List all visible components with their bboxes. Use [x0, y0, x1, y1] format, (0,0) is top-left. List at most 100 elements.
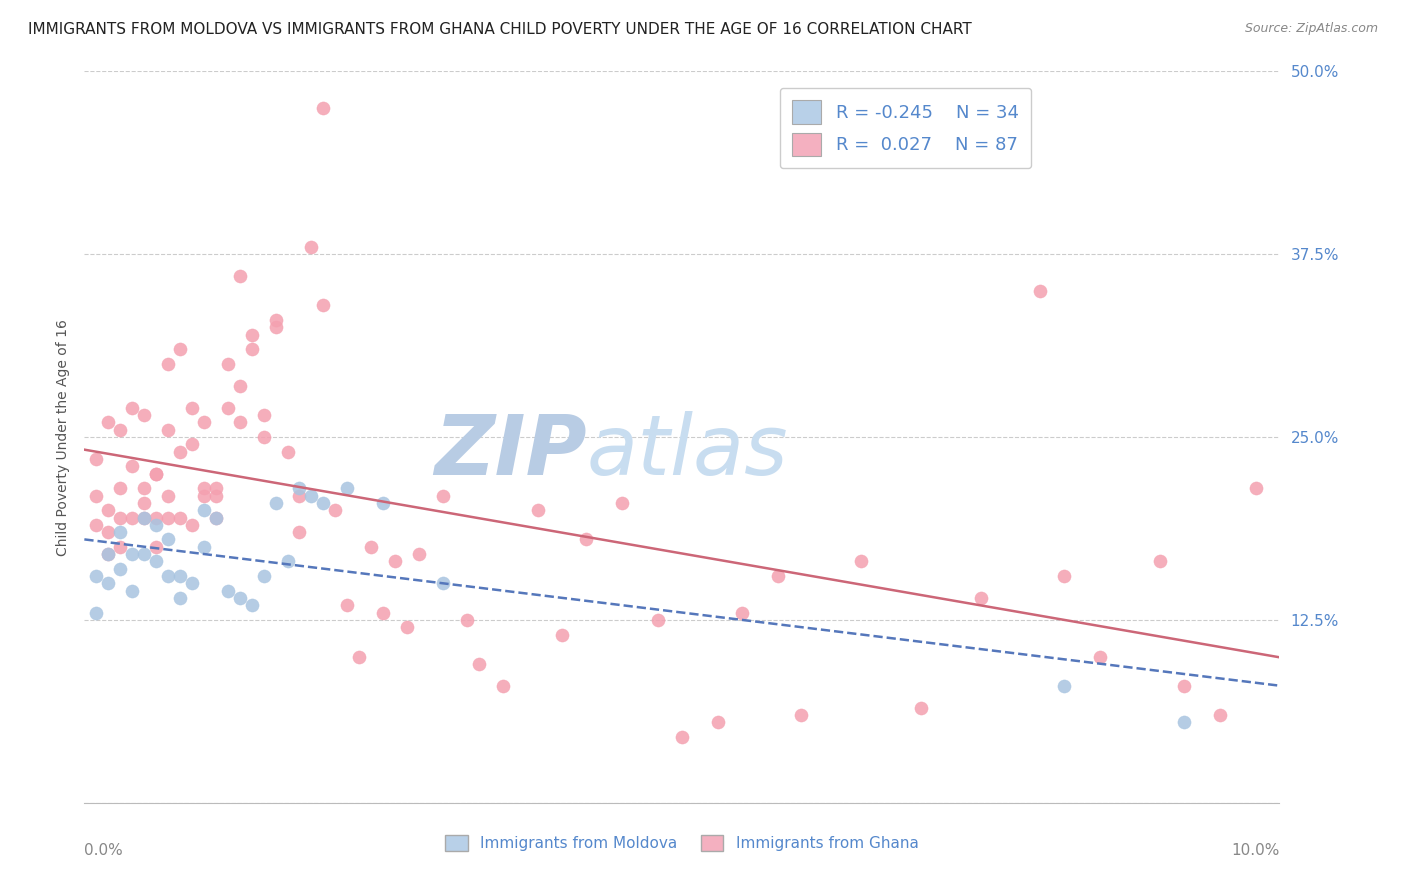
Point: [110, 481, 132, 495]
Text: 10.0%: 10.0%: [1232, 843, 1279, 858]
Point: [373, 496, 395, 510]
Point: [97, 503, 120, 517]
Point: [157, 489, 180, 503]
Point: [325, 503, 347, 517]
Point: [132, 408, 156, 422]
Point: [181, 576, 204, 591]
Point: [707, 715, 730, 730]
Point: [193, 416, 215, 430]
Point: [205, 510, 228, 524]
Point: [121, 459, 143, 474]
Point: [612, 496, 634, 510]
Point: [551, 627, 574, 641]
Point: [970, 591, 993, 605]
Point: [1053, 679, 1076, 693]
Point: [181, 437, 204, 451]
Point: [193, 540, 215, 554]
Point: [157, 510, 180, 524]
Point: [121, 401, 143, 415]
Point: [240, 343, 263, 357]
Point: [110, 540, 132, 554]
Point: [253, 408, 276, 422]
Point: [1090, 649, 1112, 664]
Point: [169, 343, 191, 357]
Point: [1029, 284, 1052, 298]
Point: [288, 481, 311, 495]
Point: [277, 444, 299, 458]
Point: [169, 591, 191, 605]
Point: [110, 423, 132, 437]
Point: [527, 503, 550, 517]
Point: [468, 657, 491, 671]
Point: [1053, 569, 1076, 583]
Point: [97, 547, 120, 561]
Point: [1173, 679, 1195, 693]
Point: [132, 510, 156, 524]
Point: [110, 510, 132, 524]
Point: [456, 613, 478, 627]
Point: [228, 269, 252, 284]
Point: [432, 489, 454, 503]
Point: [145, 554, 167, 568]
Text: 0.0%: 0.0%: [84, 843, 124, 858]
Point: [731, 606, 754, 620]
Point: [181, 401, 204, 415]
Point: [145, 540, 167, 554]
Point: [193, 503, 215, 517]
Point: [110, 562, 132, 576]
Point: [301, 240, 323, 254]
Point: [384, 554, 406, 568]
Text: Source: ZipAtlas.com: Source: ZipAtlas.com: [1244, 22, 1378, 36]
Point: [264, 320, 287, 334]
Point: [790, 708, 813, 723]
Point: [169, 510, 191, 524]
Point: [217, 401, 239, 415]
Point: [288, 489, 311, 503]
Y-axis label: Child Poverty Under the Age of 16: Child Poverty Under the Age of 16: [56, 318, 70, 556]
Point: [205, 489, 228, 503]
Point: [217, 357, 239, 371]
Point: [228, 591, 252, 605]
Point: [86, 489, 108, 503]
Point: [264, 313, 287, 327]
Point: [228, 379, 252, 393]
Point: [408, 547, 430, 561]
Point: [1173, 715, 1195, 730]
Point: [575, 533, 598, 547]
Point: [132, 510, 156, 524]
Point: [121, 510, 143, 524]
Point: [264, 496, 287, 510]
Point: [1149, 554, 1171, 568]
Point: [157, 357, 180, 371]
Text: IMMIGRANTS FROM MOLDOVA VS IMMIGRANTS FROM GHANA CHILD POVERTY UNDER THE AGE OF : IMMIGRANTS FROM MOLDOVA VS IMMIGRANTS FR…: [28, 22, 972, 37]
Point: [86, 606, 108, 620]
Point: [396, 620, 419, 634]
Point: [110, 525, 132, 540]
Point: [217, 583, 239, 598]
Point: [336, 481, 359, 495]
Point: [312, 101, 335, 115]
Point: [373, 606, 395, 620]
Point: [145, 467, 167, 481]
Point: [97, 525, 120, 540]
Point: [240, 327, 263, 342]
Point: [253, 569, 276, 583]
Point: [288, 525, 311, 540]
Point: [169, 444, 191, 458]
Point: [145, 517, 167, 532]
Point: [851, 554, 873, 568]
Legend: Immigrants from Moldova, Immigrants from Ghana: Immigrants from Moldova, Immigrants from…: [439, 830, 925, 857]
Point: [181, 517, 204, 532]
Point: [910, 700, 932, 714]
Point: [205, 481, 228, 495]
Text: ZIP: ZIP: [433, 411, 586, 492]
Point: [145, 510, 167, 524]
Point: [205, 510, 228, 524]
Point: [671, 730, 693, 744]
Point: [132, 481, 156, 495]
Point: [193, 481, 215, 495]
Point: [157, 423, 180, 437]
Point: [157, 569, 180, 583]
Point: [1209, 708, 1232, 723]
Point: [1244, 481, 1267, 495]
